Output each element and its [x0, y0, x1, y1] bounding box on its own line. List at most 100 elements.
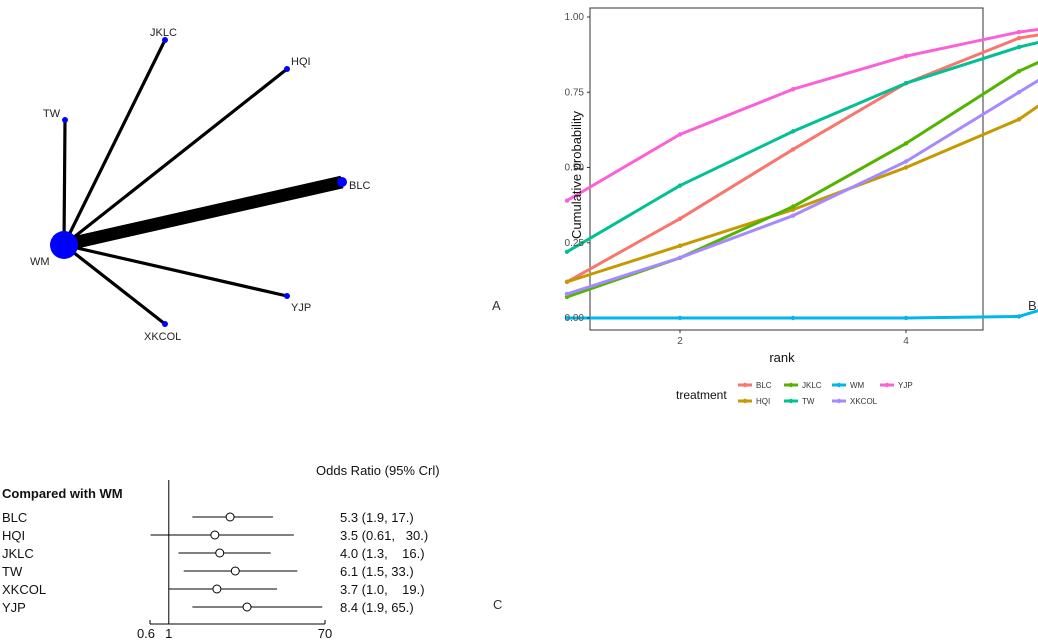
point-XKCOL-4 [903, 159, 909, 164]
rank-probability-plot: 0.000.250.500.751.00246 rank Cumulative … [564, 7, 1038, 406]
point-TW-2 [677, 183, 683, 188]
legend-key-dot-YJP [884, 382, 890, 388]
node-label-WM: WM [30, 256, 50, 268]
y-tick-label: 1.00 [565, 12, 585, 23]
point-TW-3 [790, 129, 796, 134]
legend: BLC HQI JKLC TW WM XKCOL YJP [738, 381, 913, 406]
node-label-HQI: HQI [291, 56, 311, 68]
legend-key-dot-BLC [742, 382, 748, 388]
x-axis-title: rank [769, 350, 795, 365]
legend-label-JKLC: JKLC [802, 381, 822, 390]
y-tick-label: 0.00 [565, 313, 585, 324]
forest-header: Odds Ratio (95% Crl) [316, 463, 440, 478]
point-TW-5 [1016, 44, 1022, 50]
point-HQI-2 [677, 243, 683, 248]
y-tick-label: 0.75 [565, 87, 585, 98]
row-estimate-XKCOL: 3.7 (1.0, 19.) [340, 582, 425, 597]
point-BLC-3 [790, 147, 796, 152]
node-HQI [284, 66, 290, 72]
y-axis-title: Cumulative probability [569, 111, 584, 239]
x-tick-label: 4 [903, 336, 909, 347]
legend-key-dot-XKCOL [836, 398, 842, 404]
edge-WM-YJP [63, 243, 288, 298]
legend-key-dot-TW [788, 398, 794, 404]
legend-label-XKCOL: XKCOL [850, 397, 878, 406]
edge-WM-XKCOL [63, 243, 166, 326]
point-BLC-5 [1016, 35, 1022, 41]
network-plot: WM JKLC HQI TW BLC YJP XKCOL [30, 27, 370, 343]
row-label-YJP: YJP [2, 600, 26, 615]
point-XKCOL-3 [790, 213, 796, 218]
point-WM-2 [677, 315, 683, 321]
point-WM-1 [564, 315, 570, 321]
series-line-BLC [566, 33, 1038, 284]
node-XKCOL [162, 321, 168, 327]
point-BLC-2 [677, 216, 683, 221]
node-YJP [284, 293, 290, 299]
row-label-XKCOL: XKCOL [2, 582, 46, 597]
point-JKLC-4 [903, 141, 909, 146]
point-HQI-4 [903, 165, 909, 170]
point-YJP-4 [903, 53, 909, 59]
forest-group-label: Compared with WM [2, 486, 123, 501]
legend-key-dot-WM [836, 382, 842, 388]
node-label-XKCOL: XKCOL [144, 331, 181, 343]
row-label-HQI: HQI [2, 528, 25, 543]
point-WM-5 [1016, 314, 1022, 319]
point-YJP-2 [677, 132, 683, 137]
point-YJP-1 [564, 198, 570, 203]
point-HQI-5 [1016, 117, 1022, 122]
point-JKLC-1 [564, 294, 570, 300]
panel-c-letter: C [493, 597, 502, 612]
legend-label-TW: TW [802, 397, 815, 406]
legend-label-WM: WM [850, 381, 865, 390]
row-label-BLC: BLC [2, 510, 27, 525]
legend-title: treatment [676, 388, 727, 402]
node-TW [62, 117, 68, 123]
row-estimate-HQI: 3.5 (0.61, 30.) [340, 528, 428, 543]
forest-tick-label: 70 [318, 626, 332, 641]
x-tick-label: 2 [677, 336, 683, 347]
row-estimate-JKLC: 4.0 (1.3, 16.) [340, 546, 425, 561]
point-XKCOL-2 [677, 255, 683, 260]
node-label-BLC: BLC [349, 180, 370, 192]
series-line-TW [566, 41, 1038, 254]
point-WM-4 [903, 315, 909, 321]
plot-panel-border [589, 7, 984, 331]
point-TW-1 [564, 249, 570, 254]
node-label-JKLC: JKLC [150, 27, 177, 39]
point-JKLC-3 [790, 204, 796, 209]
estimate-marker-HQI [210, 530, 220, 540]
edge-WM-BLC [62, 175, 344, 252]
legend-key-dot-JKLC [788, 382, 794, 388]
row-estimate-TW: 6.1 (1.5, 33.) [340, 564, 414, 579]
row-estimate-YJP: 8.4 (1.9, 65.) [340, 600, 414, 615]
edge-WM-TW [62, 119, 67, 246]
legend-key-dot-HQI [742, 398, 748, 404]
forest-plot: Odds Ratio (95% Crl) Compared with WM BL… [2, 463, 440, 641]
row-estimate-BLC: 5.3 (1.9, 17.) [340, 510, 414, 525]
edge-WM-HQI [63, 67, 288, 247]
panel-b-letter: B [1028, 298, 1037, 313]
estimate-marker-XKCOL [212, 584, 222, 594]
forest-tick-label: 0.6 [137, 626, 155, 641]
point-YJP-5 [1016, 29, 1022, 35]
point-TW-4 [903, 81, 909, 86]
node-JKLC [162, 37, 168, 43]
estimate-marker-YJP [242, 602, 252, 612]
panel-a-letter: A [492, 298, 501, 313]
edge-WM-JKLC [62, 39, 167, 246]
forest-tick-label: 1 [165, 626, 172, 641]
series-line-YJP [566, 28, 1038, 202]
point-WM-3 [790, 315, 796, 321]
point-HQI-1 [564, 279, 570, 285]
node-BLC [337, 177, 347, 187]
row-label-JKLC: JKLC [2, 546, 34, 561]
point-YJP-3 [790, 87, 796, 92]
legend-label-YJP: YJP [898, 381, 913, 390]
y-tick-label: 0.50 [565, 163, 585, 174]
point-XKCOL-1 [564, 291, 570, 297]
row-label-TW: TW [2, 564, 23, 579]
y-tick-label: 0.25 [565, 238, 585, 249]
